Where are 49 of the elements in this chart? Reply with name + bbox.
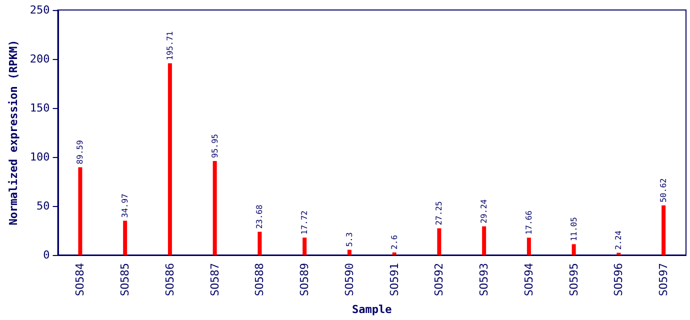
data-label: 17.66 (524, 210, 534, 235)
y-tick-label: 150 (30, 101, 50, 114)
bar (392, 252, 396, 255)
bar (302, 238, 307, 255)
x-tick-label: SO584 (74, 262, 87, 296)
data-label: 34.97 (120, 193, 130, 218)
y-tick-label: 0 (43, 248, 50, 262)
bar (437, 228, 442, 255)
data-label: 195.71 (165, 31, 174, 60)
y-tick-label: 50 (36, 199, 50, 212)
bar (258, 232, 262, 255)
data-label: 23.68 (255, 204, 264, 229)
data-label: 5.3 (344, 232, 354, 247)
data-label: 27.25 (434, 201, 444, 226)
x-tick-label: SO586 (163, 262, 176, 296)
x-tick-label: SO585 (118, 262, 132, 296)
data-label: 95.95 (210, 134, 220, 158)
x-tick-label: SO587 (208, 262, 222, 296)
x-axis-title: Sample (352, 303, 392, 316)
y-tick-label: 250 (30, 4, 50, 16)
bar (123, 220, 128, 255)
y-tick-label: 100 (30, 150, 50, 164)
bar (78, 167, 82, 255)
x-tick-label: SO597 (657, 262, 670, 296)
x-tick-label: SO596 (612, 262, 626, 296)
x-tick-label: SO592 (432, 262, 446, 296)
data-label: 89.59 (76, 140, 85, 164)
x-tick-label: SO591 (388, 262, 401, 296)
data-label: 17.72 (300, 210, 310, 235)
bar (168, 63, 172, 255)
x-tick-label: SO589 (298, 262, 312, 296)
x-tick-label: SO594 (522, 262, 536, 296)
bar (347, 250, 352, 255)
bar (526, 238, 531, 255)
x-tick-label: SO593 (478, 262, 491, 296)
data-label: 2.24 (614, 230, 624, 250)
x-tick-label: SO595 (567, 262, 580, 296)
data-label: 29.24 (480, 199, 489, 224)
data-label: 2.6 (390, 234, 399, 250)
bar (662, 205, 666, 255)
x-tick-label: SO588 (253, 262, 266, 296)
bar (482, 226, 486, 255)
y-axis-title: Normalized expression (RPKM) (7, 40, 20, 226)
y-tick-label: 200 (30, 52, 50, 66)
bar (572, 244, 576, 255)
data-label: 50.62 (659, 178, 668, 202)
x-tick-label: SO590 (342, 262, 356, 296)
data-label: 11.05 (569, 216, 578, 242)
bar (212, 160, 217, 255)
